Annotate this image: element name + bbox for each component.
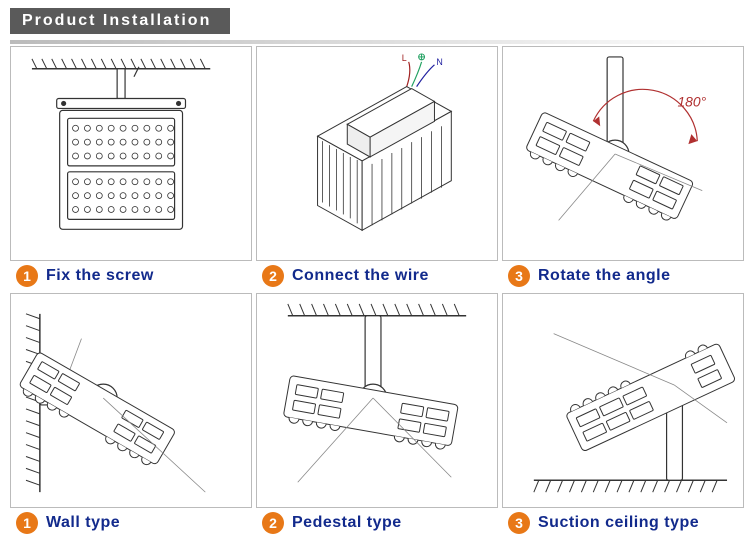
caption-suction-type: 3 Suction ceiling type — [502, 512, 744, 534]
badge-2: 2 — [262, 265, 284, 287]
caption-row-2: 1 Wall type 2 Pedestal type 3 Suction ce… — [10, 512, 744, 534]
header-divider — [10, 40, 744, 44]
caption-text: Suction ceiling type — [538, 514, 699, 532]
fix-screw-diagram — [11, 47, 251, 260]
caption-text: Rotate the angle — [538, 267, 670, 285]
diagram-cell-pedestal-type — [256, 293, 498, 508]
badge-1: 1 — [16, 512, 38, 534]
badge-2: 2 — [262, 512, 284, 534]
header-title: Product Installation — [22, 12, 211, 29]
badge-1: 1 — [16, 265, 38, 287]
wire-label-L: L — [402, 53, 407, 63]
diagram-cell-suction-type — [502, 293, 744, 508]
page: Product Installation — [0, 0, 754, 548]
caption-text: Connect the wire — [292, 267, 429, 285]
diagram-row-1: L N — [10, 46, 744, 261]
diagram-cell-wall-type — [10, 293, 252, 508]
diagram-cell-rotate-angle: 180° — [502, 46, 744, 261]
wall-type-diagram — [11, 294, 251, 507]
diagram-cell-fix-screw — [10, 46, 252, 261]
caption-connect-wire: 2 Connect the wire — [256, 265, 498, 287]
caption-row-1: 1 Fix the screw 2 Connect the wire 3 Rot… — [10, 265, 744, 287]
caption-text: Fix the screw — [46, 267, 154, 285]
badge-3: 3 — [508, 512, 530, 534]
pedestal-type-diagram — [257, 294, 497, 507]
caption-text: Wall type — [46, 514, 120, 532]
caption-wall-type: 1 Wall type — [10, 512, 252, 534]
caption-fix-screw: 1 Fix the screw — [10, 265, 252, 287]
wire-label-N: N — [436, 57, 442, 67]
caption-text: Pedestal type — [292, 514, 402, 532]
diagram-cell-connect-wire: L N — [256, 46, 498, 261]
suction-type-diagram — [503, 294, 743, 507]
caption-rotate-angle: 3 Rotate the angle — [502, 265, 744, 287]
connect-wire-diagram: L N — [257, 47, 497, 260]
section-header: Product Installation — [10, 8, 230, 34]
caption-pedestal-type: 2 Pedestal type — [256, 512, 498, 534]
angle-label: 180° — [677, 93, 706, 109]
badge-3: 3 — [508, 265, 530, 287]
rotate-angle-diagram: 180° — [503, 47, 743, 260]
diagram-row-2 — [10, 293, 744, 508]
